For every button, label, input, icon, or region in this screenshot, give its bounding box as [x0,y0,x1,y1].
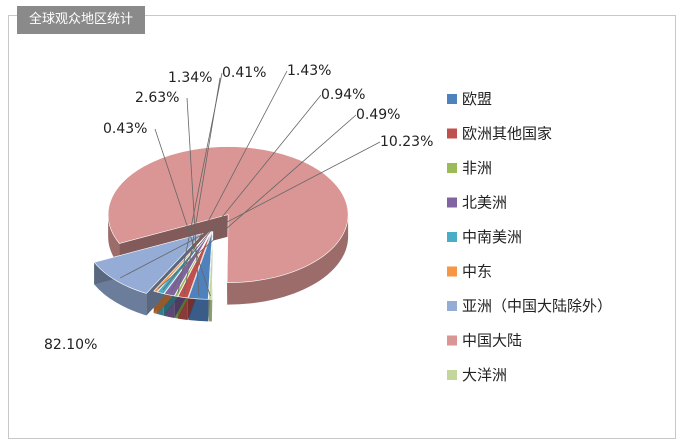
leader-line-5 [157,114,357,289]
leader-line-4 [162,94,322,291]
legend-swatch-4 [447,232,457,242]
legend-label-4: 中南美洲 [462,228,522,246]
legend-label-6: 亚洲（中国大陆除外） [462,297,612,315]
data-label-5: 0.49% [356,107,400,123]
legend-swatch-2 [447,163,457,173]
data-label-6: 10.23% [380,134,433,150]
legend-swatch-0 [447,94,457,104]
legend-label-1: 欧洲其他国家 [462,125,552,143]
pie-slice-8 [208,231,214,300]
leader-line-2 [177,72,223,294]
legend-label-5: 中东 [462,263,492,281]
data-label-3: 1.43% [287,63,331,79]
legend-swatch-1 [447,128,457,139]
pie-slice-2 [174,231,212,297]
legend-label-7: 中国大陆 [462,332,522,350]
legend-swatch-3 [447,197,457,208]
leader-line-8 [154,128,211,297]
pie-slice-side-7 [108,214,120,266]
data-label-0: 2.63% [135,90,179,106]
legend-swatch-7 [447,335,457,346]
pie-slice-7 [107,146,349,283]
data-label-8: 0.43% [103,121,147,137]
data-label-2: 0.41% [222,65,266,81]
leader-line-0 [186,97,200,296]
legend-label-2: 非洲 [462,159,492,177]
legend-label-0: 欧盟 [462,90,492,108]
pie-slice-3 [163,231,212,297]
leader-line-6 [120,141,381,279]
legend-label-3: 北美洲 [462,194,507,212]
legend-swatch-5 [447,266,457,277]
legend-swatch-6 [447,301,457,311]
data-label-1: 1.34% [168,70,212,86]
legend-swatch-8 [447,370,457,380]
title-rule [148,15,676,16]
data-label-4: 0.94% [321,87,365,103]
leader-line-3 [170,70,288,292]
data-label-7: 82.10% [44,337,97,353]
chart-title-tab: 全球观众地区统计 [17,6,146,34]
legend-label-8: 大洋洲 [462,366,507,384]
pie-slice-side-7 [227,214,349,305]
